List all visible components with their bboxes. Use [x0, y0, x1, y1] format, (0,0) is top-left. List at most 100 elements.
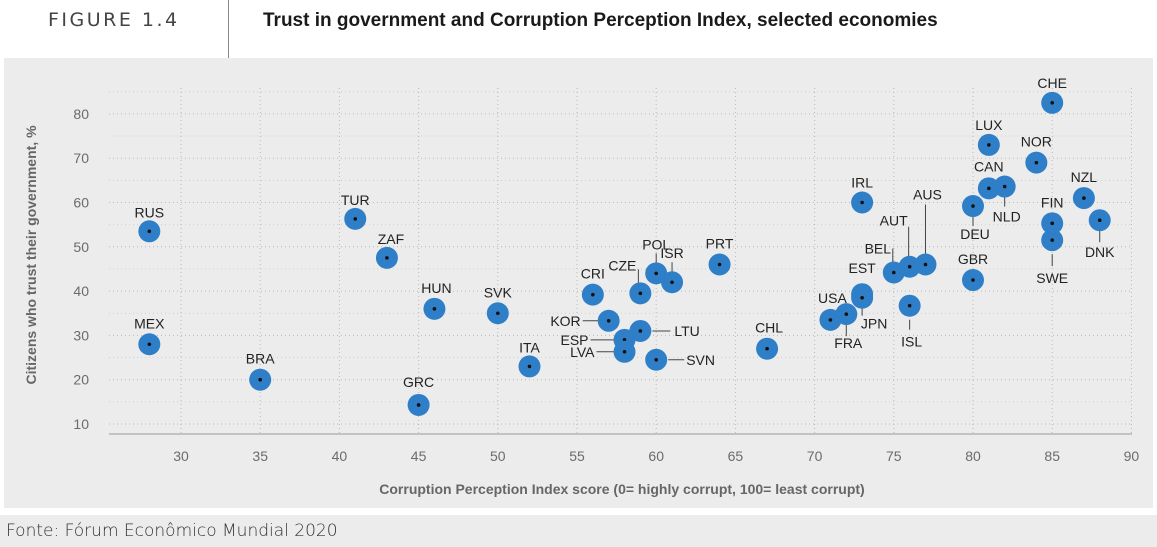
point-label: MEX	[134, 315, 165, 331]
point-label: GBR	[958, 251, 988, 267]
data-point-center	[860, 295, 864, 300]
point-label: DEU	[960, 226, 990, 242]
data-point-center	[844, 312, 849, 316]
data-points	[138, 91, 1111, 416]
data-point-center	[432, 307, 437, 311]
point-label: HUN	[421, 280, 451, 296]
point-label: LTU	[674, 323, 699, 339]
point-label: LUX	[975, 117, 1003, 133]
data-point-center	[654, 271, 658, 276]
point-label: SVK	[484, 284, 513, 300]
data-point-center	[1097, 218, 1102, 223]
point-label: ZAF	[378, 231, 404, 247]
x-tick-label: 35	[252, 448, 268, 464]
figure-label: FIGURE 1.4	[48, 9, 180, 31]
axis-ticks: 10 20 30 40 50 60 70 80 30 35 40 45 50 55 60 65 70 75 80 85…	[73, 106, 1139, 464]
point-label: AUT	[880, 213, 908, 229]
data-point-center	[638, 329, 643, 333]
data-point-center	[654, 357, 658, 362]
point-label: FRA	[834, 335, 863, 351]
data-point-center	[622, 338, 627, 342]
point-label: KOR	[550, 313, 580, 329]
point-label: JPN	[861, 316, 887, 332]
y-axis-title: Citizens who trust their government, %	[23, 125, 39, 385]
point-label: POL	[642, 236, 670, 252]
point-label: FIN	[1041, 194, 1064, 210]
data-point-center	[892, 270, 896, 275]
data-point-center	[860, 200, 864, 205]
point-label: SVN	[686, 352, 715, 368]
data-point-center	[971, 278, 975, 282]
x-tick-label: 45	[411, 448, 427, 464]
data-point-center	[591, 292, 595, 297]
data-point-center	[923, 262, 928, 267]
point-label: LVA	[570, 344, 595, 360]
x-tick-label: 80	[965, 448, 981, 464]
data-point-center	[353, 217, 358, 221]
y-tick-label: 30	[73, 327, 89, 343]
data-point-center	[622, 349, 627, 354]
y-tick-label: 20	[73, 372, 89, 388]
x-tick-label: 90	[1124, 448, 1140, 464]
y-tick-label: 50	[73, 239, 89, 255]
y-tick-label: 40	[73, 283, 89, 299]
point-label: ISL	[901, 334, 922, 350]
data-point-center	[1050, 101, 1054, 105]
point-label: ISR	[660, 245, 683, 261]
point-label: CRI	[581, 266, 605, 282]
data-point-center	[1082, 196, 1086, 200]
y-tick-label: 10	[73, 416, 89, 432]
point-label: AUS	[913, 187, 942, 203]
point-label: BRA	[246, 351, 275, 367]
data-point-center	[765, 346, 769, 351]
data-point-center	[907, 303, 912, 308]
data-point-center	[987, 186, 991, 191]
point-label: IRL	[851, 175, 873, 191]
chart-panel	[4, 58, 1153, 508]
x-tick-label: 30	[173, 448, 189, 464]
data-point-center	[496, 311, 500, 316]
data-point-center	[828, 318, 833, 322]
x-tick-label: 50	[490, 448, 506, 464]
point-label: CHE	[1037, 75, 1067, 91]
point-label: RUS	[135, 204, 165, 220]
point-label: DNK	[1085, 244, 1115, 260]
y-tick-label: 60	[73, 195, 89, 211]
data-point-center	[527, 364, 532, 369]
point-label: CHL	[755, 320, 783, 336]
point-label: PRT	[706, 236, 734, 252]
data-point-center	[670, 280, 674, 285]
source-note: Fonte: Fórum Econômico Mundial 2020	[6, 521, 338, 541]
point-label: TUR	[341, 192, 370, 208]
data-point-center	[1050, 238, 1054, 242]
header-divider	[228, 0, 229, 58]
point-label: GRC	[403, 374, 434, 390]
point-label: BEL	[865, 240, 892, 256]
point-label: NOR	[1021, 134, 1052, 150]
data-point-center	[385, 256, 389, 260]
y-tick-label: 70	[73, 150, 89, 166]
source-bar: Fonte: Fórum Econômico Mundial 2020	[0, 515, 1157, 547]
point-label: NLD	[993, 209, 1021, 225]
x-tick-label: 70	[807, 448, 823, 464]
point-label: ESP	[561, 332, 589, 348]
data-point-center	[1002, 184, 1007, 189]
x-tick-label: 60	[648, 448, 664, 464]
data-point-center	[987, 143, 991, 147]
scatter-chart: 10 20 30 40 50 60 70 80 30 35 40 45 50 55 60 65 70 75 80 85…	[23, 75, 1139, 497]
data-point-center	[1050, 221, 1054, 226]
data-point-center	[907, 264, 912, 269]
x-tick-label: 75	[886, 448, 902, 464]
point-label: CAN	[974, 158, 1004, 174]
point-label: NZL	[1071, 169, 1098, 185]
point-label: EST	[849, 260, 877, 276]
data-point-center	[638, 291, 643, 296]
data-point-center	[1034, 160, 1039, 165]
figure-header: FIGURE 1.4 Trust in government and Corru…	[0, 0, 1157, 58]
x-axis-title: Corruption Perception Index score (0= hi…	[379, 481, 864, 497]
point-label: ITA	[519, 339, 540, 355]
point-label: SWE	[1036, 270, 1068, 286]
figure-title: Trust in government and Corruption Perce…	[263, 10, 938, 31]
data-point-center	[147, 229, 152, 234]
